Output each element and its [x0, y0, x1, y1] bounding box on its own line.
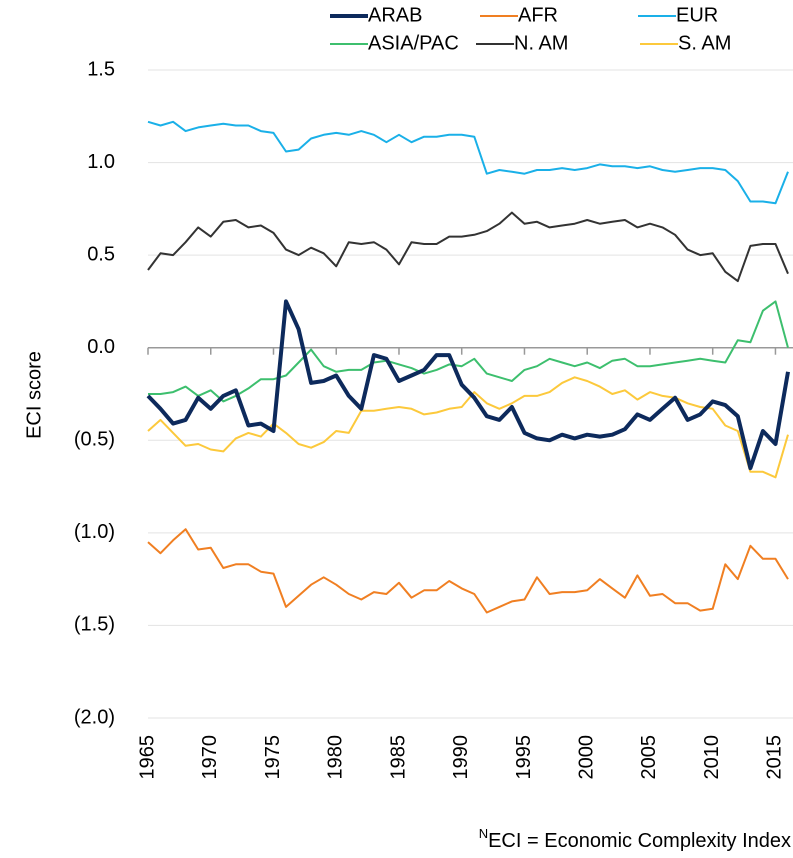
y-tick-label: 0.0 [87, 336, 115, 358]
x-tick-label: 2010 [701, 735, 723, 780]
x-tick-label: 2015 [764, 735, 786, 780]
series-line [147, 528, 789, 614]
x-tick-label: 1975 [262, 735, 284, 780]
x-tick-label: 1990 [450, 735, 472, 780]
legend-label: AFR [518, 4, 558, 26]
series-line [147, 211, 789, 283]
y-tick-label: (0.5) [74, 429, 115, 451]
series-line [148, 300, 789, 403]
x-tick-label: 1965 [136, 735, 158, 780]
x-tick-label: 1970 [199, 735, 221, 780]
x-tick-label: 1995 [513, 735, 535, 780]
x-tick-label: 1980 [325, 735, 347, 780]
series-line [146, 299, 790, 471]
x-tick-label: 2000 [575, 735, 597, 780]
footnote: NECI = Economic Complexity Index [479, 826, 791, 852]
series-line [147, 120, 789, 205]
y-tick-label: 1.0 [87, 151, 115, 173]
y-tick-label: (1.5) [74, 614, 115, 636]
legend-label: N. AM [514, 32, 568, 54]
x-tick-label: 1985 [387, 735, 409, 780]
y-tick-label: 0.5 [87, 243, 115, 265]
y-tick-label: (1.0) [74, 521, 115, 543]
legend-label: S. AM [678, 32, 731, 54]
y-tick-label: (2.0) [74, 706, 115, 728]
legend-label: ASIA/PAC [368, 32, 459, 54]
y-tick-label: 1.5 [87, 58, 115, 80]
y-axis-label: ECI score [23, 351, 45, 439]
footnote-text: ECI = Economic Complexity Index [488, 830, 791, 852]
x-tick-label: 2005 [638, 735, 660, 780]
series-line [147, 376, 789, 479]
legend-label: ARAB [368, 4, 422, 26]
legend-label: EUR [676, 4, 718, 26]
footnote-superscript: N [479, 826, 488, 841]
